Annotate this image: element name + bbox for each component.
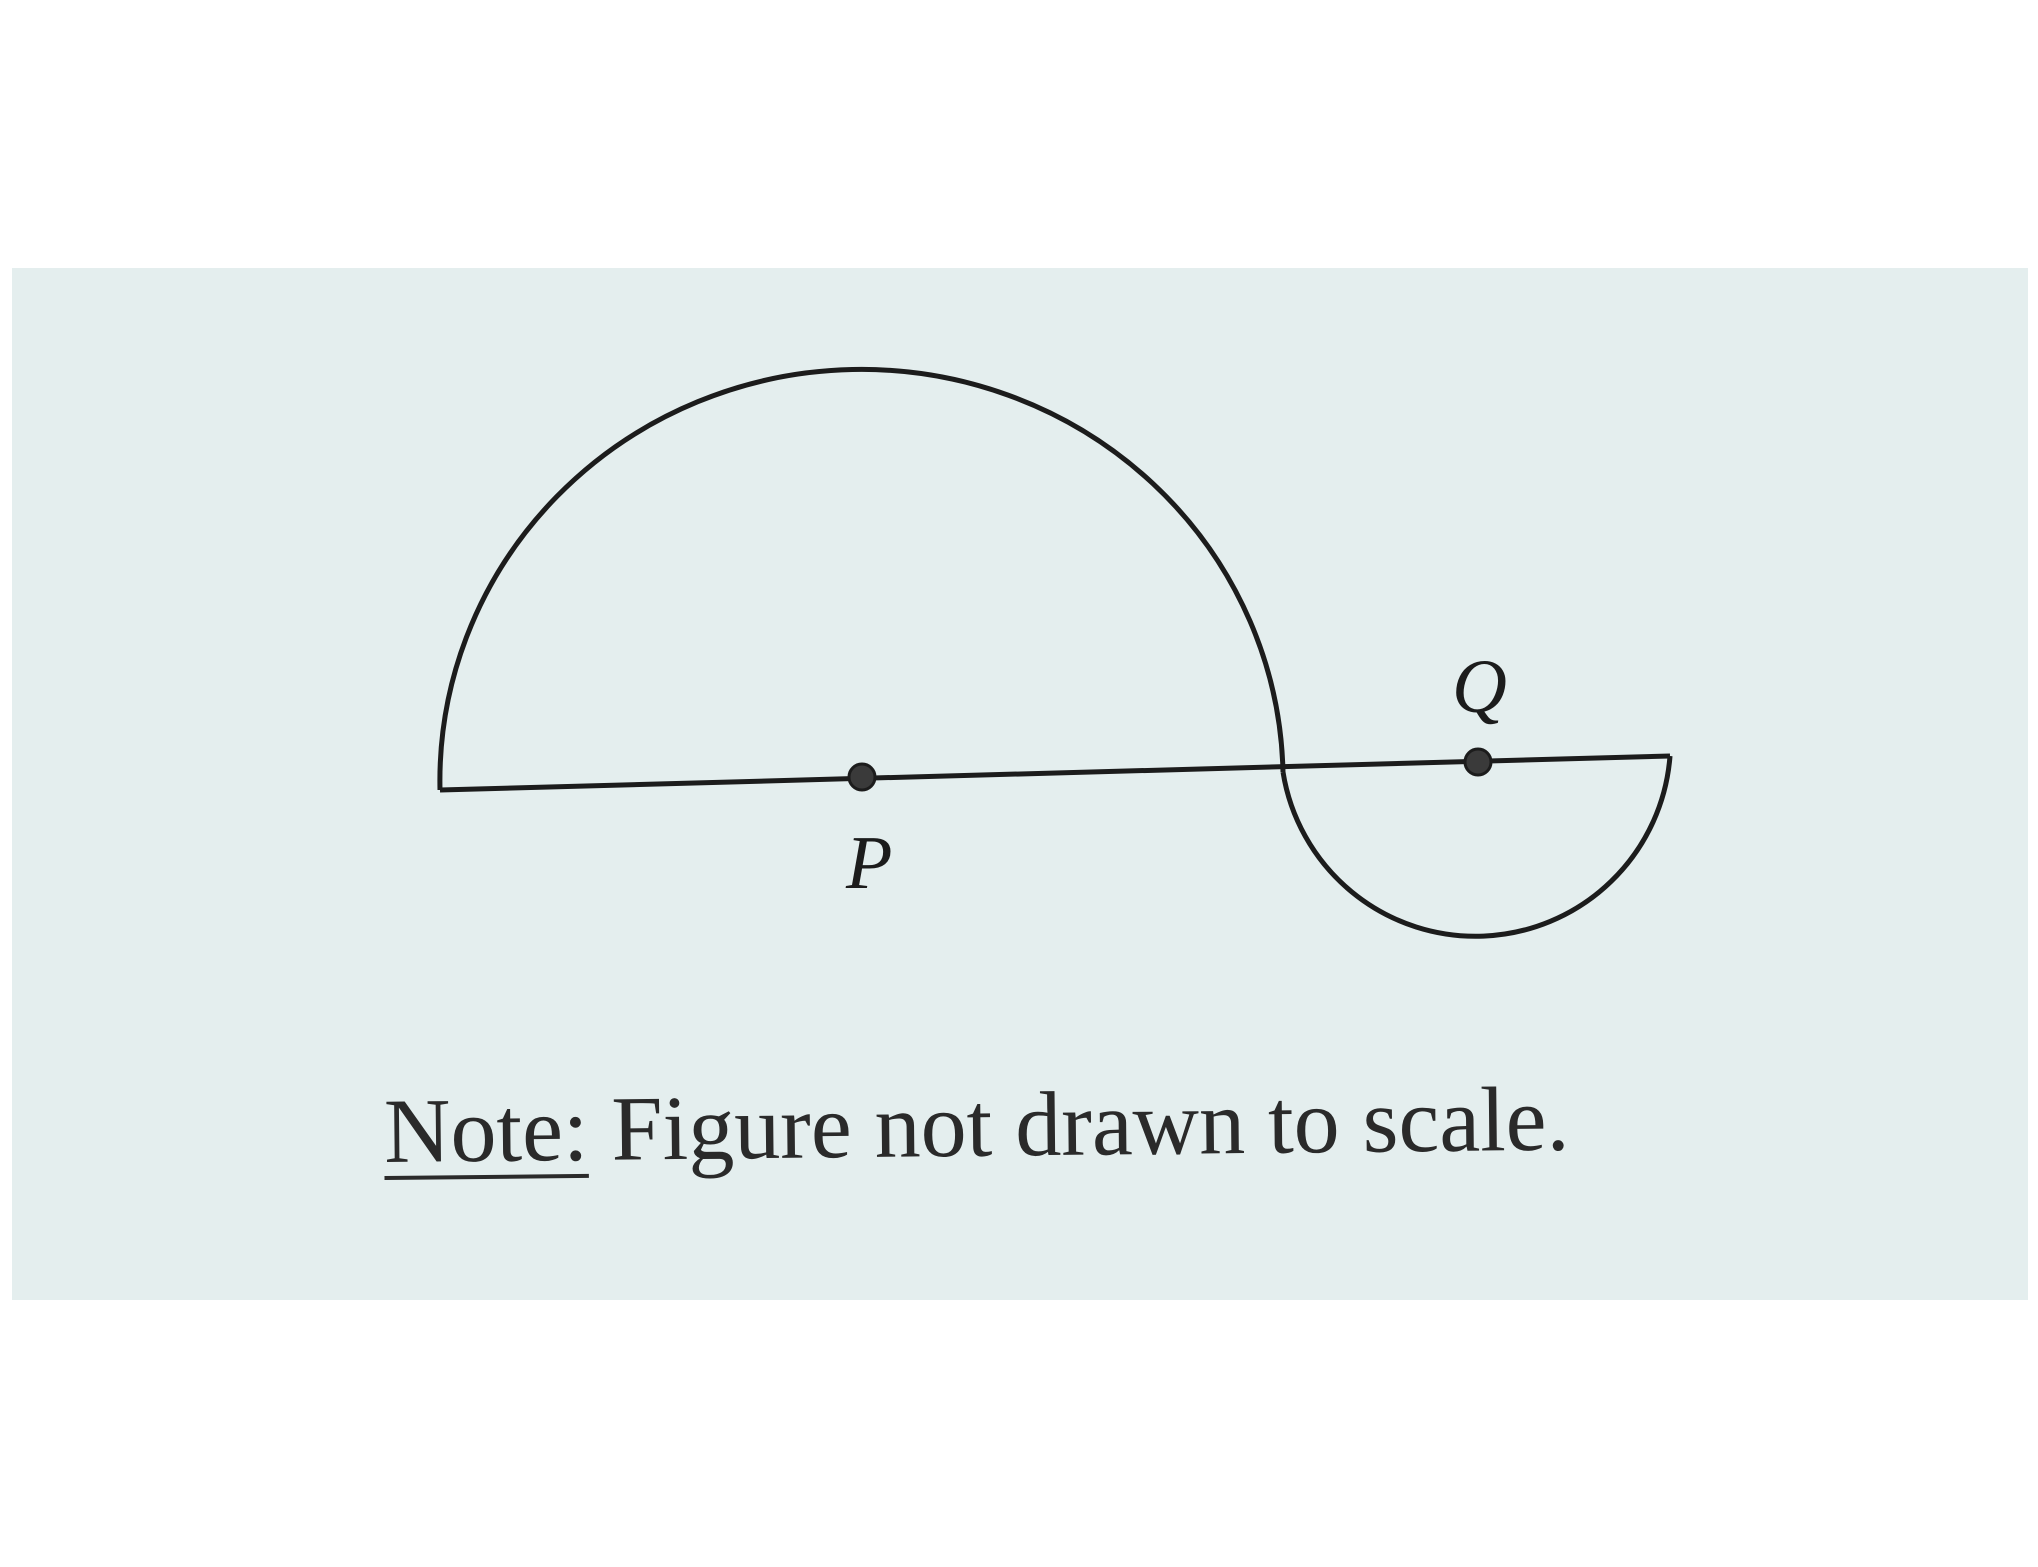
point-p-label: P [845, 821, 892, 905]
point-p-dot [847, 762, 877, 792]
note-text: Figure not drawn to scale. [587, 1067, 1570, 1180]
note-label: Note: [383, 1077, 589, 1182]
figure-note: Note: Figure not drawn to scale. [383, 1066, 1570, 1184]
figure-panel [12, 268, 2028, 1300]
large-semicircle-arc [437, 367, 1286, 791]
point-q-dot [1463, 747, 1493, 777]
point-q-label: Q [1452, 645, 1507, 729]
small-semicircle-arc [1280, 755, 1673, 939]
